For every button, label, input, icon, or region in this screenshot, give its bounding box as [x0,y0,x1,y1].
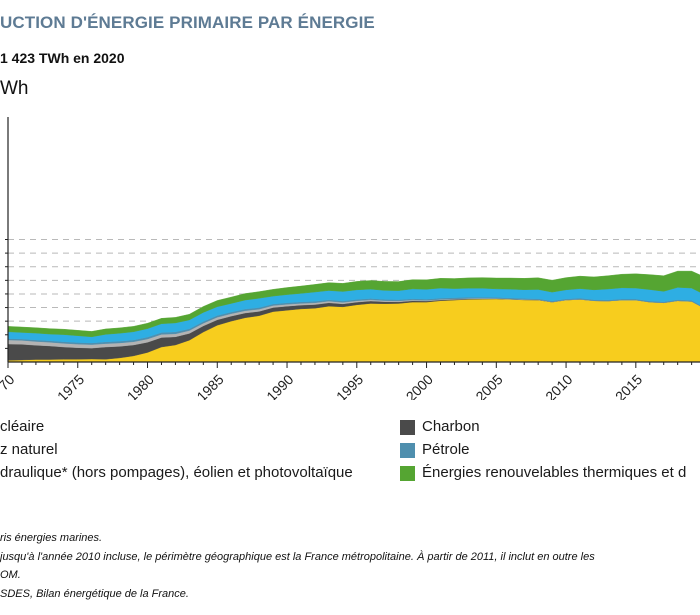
legend-label: cléaire [0,418,45,435]
legend-label: Pétrole [422,441,470,458]
x-tick-label: 2015 [612,371,645,400]
legend-label: Charbon [422,418,480,435]
legend-swatch [400,443,415,458]
area-series [7,270,700,338]
x-tick-label: 2010 [542,371,575,400]
x-tick-label: 2000 [403,371,436,400]
x-tick-label: 70 [0,371,18,393]
legend-label: Énergies renouvelables thermiques et d [422,464,687,481]
footnote-3: OM. [0,569,21,581]
source-note: SDES, Bilan énergétique de la France. [0,588,189,600]
x-tick-label: 1990 [263,371,296,400]
x-tick-label: 2005 [472,371,505,400]
x-tick-labels: 70 1975 1980 1985 1990 1995 2000 2005 2010 2015 [0,371,645,400]
y-axis-unit: Wh [0,78,29,99]
legend-label: draulique* (hors pompages), éolien et ph… [0,464,353,481]
x-tick-label: 1975 [54,371,87,400]
chart-subtitle: 1 423 TWh en 2020 [0,50,125,66]
legend-label: z naturel [0,441,58,458]
x-tick-label: 1980 [124,371,157,400]
legend-swatch [400,466,415,481]
footnote-1: ris énergies marines. [0,532,103,544]
series-areas [7,270,700,363]
legend-swatch [400,420,415,435]
chart-title: UCTION D'ÉNERGIE PRIMAIRE PAR ÉNERGIE [0,13,375,32]
x-tick-label: 1985 [193,371,226,400]
x-tick-label: 1995 [333,371,366,400]
stacked-area-chart: 70 1975 1980 1985 1990 1995 2000 2005 2010 2015 [0,117,700,400]
axes [5,117,700,368]
footnote-2: jusqu'à l'année 2010 incluse, le périmèt… [0,551,595,563]
